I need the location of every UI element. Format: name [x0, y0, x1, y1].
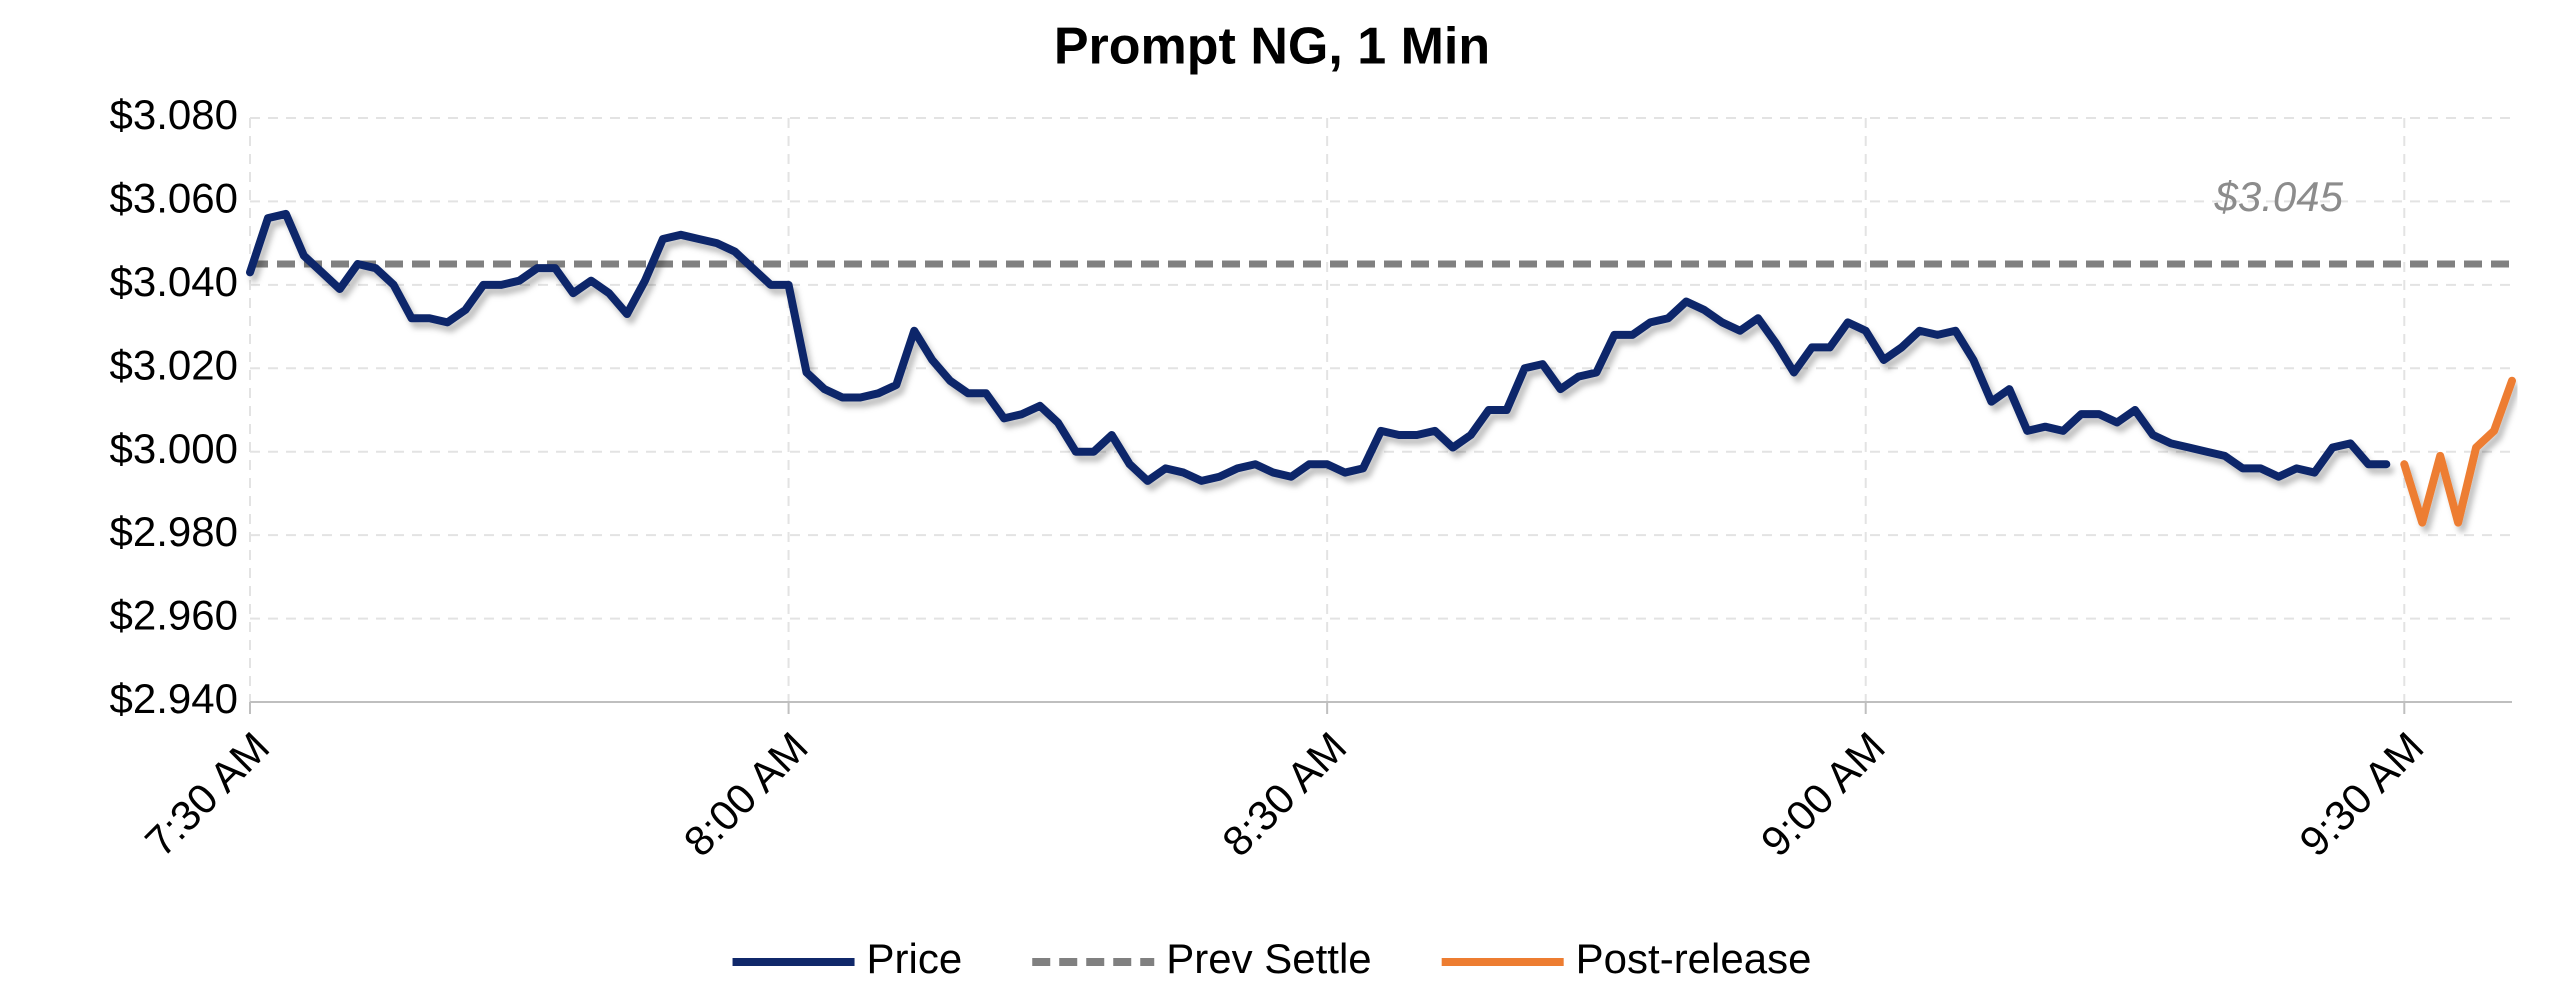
legend: Price Prev Settle Post-release	[732, 935, 1812, 982]
y-tick-label: $3.060	[110, 175, 238, 222]
x-tick-label: 9:00 AM	[1752, 723, 1894, 865]
y-tick-label: $3.000	[110, 425, 238, 472]
series-line	[2400, 376, 2516, 527]
x-tick-label: 8:00 AM	[675, 723, 817, 865]
legend-label: Post-release	[1576, 935, 1812, 982]
legend-label: Price	[867, 935, 963, 982]
y-tick-label: $2.960	[110, 592, 238, 639]
reference-label: $3.045	[2214, 173, 2344, 220]
chart-title: Prompt NG, 1 Min	[1054, 18, 1490, 76]
x-tick-label: 7:30 AM	[136, 723, 278, 865]
x-tick-label: 8:30 AM	[1213, 723, 1355, 865]
legend-label: Prev Settle	[1166, 935, 1371, 982]
x-tick-label: 9:30 AM	[2290, 723, 2432, 865]
y-tick-label: $2.980	[110, 508, 238, 555]
series-line	[246, 209, 2391, 485]
y-tick-label: $2.940	[110, 675, 238, 722]
y-tick-label: $3.080	[110, 91, 238, 138]
y-tick-label: $3.020	[110, 341, 238, 388]
y-tick-label: $3.040	[110, 258, 238, 305]
